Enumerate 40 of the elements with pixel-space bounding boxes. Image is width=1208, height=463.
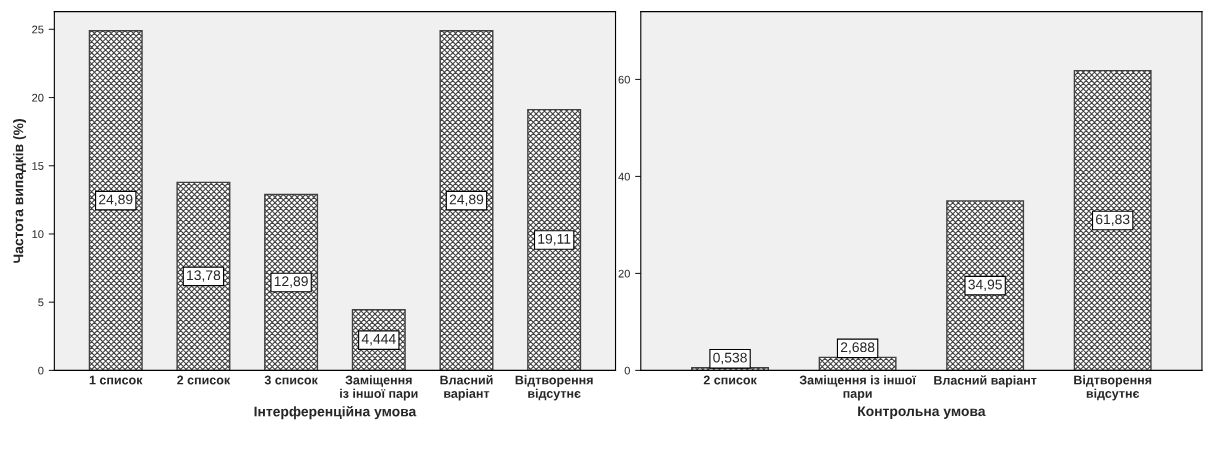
x-tick-label: Відтворення відсутнє [1074, 375, 1152, 401]
data-label: 24,89 [99, 194, 133, 206]
data-label: 24,89 [449, 194, 484, 206]
y-tick-label: 20 [32, 93, 44, 102]
x-tick-label: Власний варіант [934, 375, 1037, 388]
bar [527, 108, 582, 371]
data-label: 13,78 [187, 270, 221, 282]
data-label: 19,11 [538, 233, 571, 246]
data-label: 2,688 [840, 342, 875, 354]
x-tick-label: Заміщення із іншої пари [340, 375, 418, 401]
x-axis-title: Інтерференційна умова [254, 405, 417, 420]
y-axis-title: Частота випадків (%) [13, 119, 27, 263]
bar [264, 193, 319, 371]
y-tick-label: 0 [624, 366, 630, 375]
x-tick-label: 3 список [264, 375, 318, 385]
x-tick-label: Власний варіант [440, 375, 493, 401]
y-tick-label: 10 [32, 230, 44, 239]
data-label: 0,538 [713, 352, 747, 365]
y-tick-label: 40 [618, 172, 630, 181]
x-tick-label: 2 список [703, 375, 757, 385]
x-axis-title: Контрольна умова [858, 406, 986, 419]
bar [439, 30, 494, 371]
data-label: 4,444 [361, 334, 396, 346]
x-tick-label: Заміщення із іншої пари [799, 375, 917, 401]
data-label: 61,83 [1096, 214, 1130, 226]
y-tick-label: 15 [32, 162, 44, 170]
x-tick-label: 1 список [89, 375, 143, 385]
y-tick-label: 60 [618, 75, 630, 84]
bar [1073, 69, 1152, 371]
bar [88, 30, 143, 371]
data-label: 34,95 [968, 279, 1002, 292]
y-tick-label: 0 [38, 366, 44, 375]
x-tick-label: 2 список [177, 375, 231, 385]
x-tick-label: Відтворення відсутнє [515, 375, 593, 401]
data-label: 12,89 [274, 276, 308, 288]
y-tick-label: 5 [38, 298, 44, 307]
bar [946, 200, 1025, 371]
y-tick-label: 25 [32, 25, 44, 34]
y-tick-label: 20 [618, 269, 630, 278]
bar [176, 181, 231, 371]
